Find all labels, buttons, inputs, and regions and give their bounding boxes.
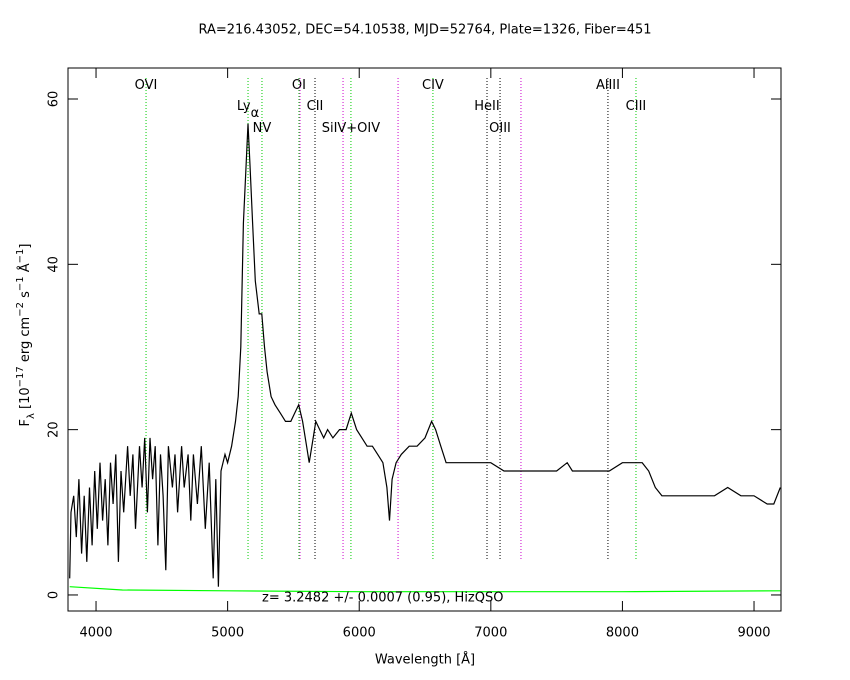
annotation: z= 3.2482 +/- 0.0007 (0.95), HizQSO: [262, 591, 503, 606]
line-label: HeII: [474, 99, 499, 114]
y-tick-label: 20: [47, 421, 62, 438]
y-axis-label-part: F: [18, 419, 33, 426]
y-axis-label-part: s: [18, 291, 33, 302]
y-tick-label: 40: [47, 256, 62, 273]
x-tick-label: 6000: [343, 626, 376, 641]
x-tick-label: 7000: [474, 626, 507, 641]
line-label-text: OI: [292, 78, 306, 93]
line-label: CIV: [422, 78, 444, 93]
line-label-text: OIII: [489, 121, 511, 136]
x-axis-label: Wavelength [Å]: [375, 652, 475, 668]
y-axis-label-part: λ: [26, 413, 37, 419]
y-tick-label: 0: [47, 591, 62, 599]
line-label-text: AlIII: [596, 78, 620, 93]
x-tick-label: 8000: [606, 626, 639, 641]
chart-title: RA=216.43052, DEC=54.10538, MJD=52764, P…: [198, 23, 651, 38]
series-line: [69, 586, 781, 593]
y-axis-label-part: ]: [18, 244, 33, 249]
line-label: SiIV+OIV: [322, 121, 381, 136]
line-label-text: CII: [307, 99, 324, 114]
x-tick-label: 5000: [211, 626, 244, 641]
line-label-text: NV: [253, 121, 272, 136]
line-label: OI: [292, 78, 306, 93]
line-label-sub: α: [251, 106, 260, 121]
line-label-text: SiIV+OIV: [322, 121, 381, 136]
plot-frame: [67, 67, 782, 612]
line-label-text: CIII: [626, 99, 647, 114]
line-label: OVI: [135, 78, 158, 93]
line-label: Lyα: [237, 99, 259, 122]
y-axis-label-part: −17: [15, 366, 26, 387]
y-axis-label-part: [10: [18, 387, 33, 413]
line-label-text: Ly: [237, 99, 251, 114]
line-label: CIII: [626, 99, 647, 114]
line-label-text: HeII: [474, 99, 499, 114]
line-label-text: CIV: [422, 78, 444, 93]
line-label: NV: [253, 121, 272, 136]
series-line: [69, 123, 781, 587]
x-tick-label: 4000: [79, 626, 112, 641]
y-axis-label-part: −1: [15, 276, 26, 291]
line-label: AlIII: [596, 78, 620, 93]
y-axis-label-part: −2: [15, 302, 26, 317]
y-axis-label-part: erg cm: [18, 317, 33, 366]
y-axis-label-part: Å: [17, 263, 33, 276]
y-axis-label: Fλ [10−17 erg cm−2 s−1 Å−1]: [15, 244, 37, 427]
line-label: OIII: [489, 121, 511, 136]
line-label: CII: [307, 99, 324, 114]
line-label-text: OVI: [135, 78, 158, 93]
x-tick-label: 9000: [737, 626, 770, 641]
y-axis-label-part: −1: [15, 249, 26, 264]
y-tick-label: 60: [47, 91, 62, 108]
